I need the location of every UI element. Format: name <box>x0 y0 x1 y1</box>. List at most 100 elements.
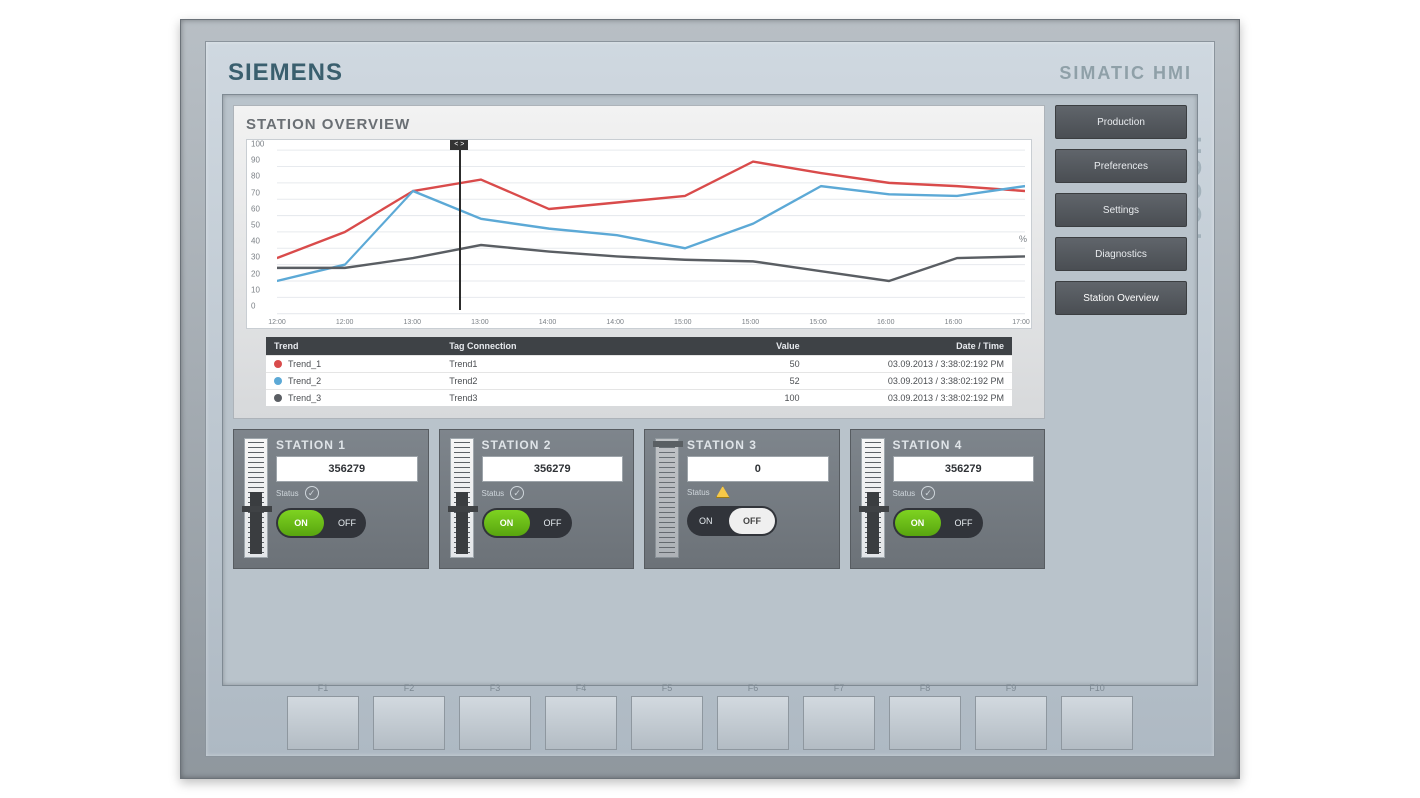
function-key-f1[interactable]: F1 <box>287 696 359 750</box>
table-cell: 03.09.2013 / 3:38:02:192 PM <box>800 376 1004 386</box>
table-cell: 100 <box>683 393 800 403</box>
panel-title: STATION OVERVIEW <box>246 116 1032 133</box>
y-tick: 50 <box>251 221 260 230</box>
table-header: Tag Connection <box>449 341 683 351</box>
station-value: 0 <box>687 456 829 482</box>
series-color-dot <box>274 377 282 385</box>
nav-button-settings[interactable]: Settings <box>1055 193 1187 227</box>
table-cell: 50 <box>683 359 800 369</box>
function-key-f9[interactable]: F9 <box>975 696 1047 750</box>
nav-button-diagnostics[interactable]: Diagnostics <box>1055 237 1187 271</box>
station-value: 356279 <box>276 456 418 482</box>
nav-button-preferences[interactable]: Preferences <box>1055 149 1187 183</box>
chart-cursor[interactable] <box>459 146 461 310</box>
series-color-dot <box>274 394 282 402</box>
table-cell: Trend3 <box>449 393 683 403</box>
station-panel-3: STATION 3 0 Status ON OFF OFF <box>644 429 840 569</box>
table-cell: Trend2 <box>449 376 683 386</box>
side-buttons: Production Preferences Settings Diagnostics… <box>1055 105 1187 675</box>
function-key-label: F4 <box>546 683 616 693</box>
function-key-f8[interactable]: F8 <box>889 696 961 750</box>
table-header: Date / Time <box>800 341 1004 351</box>
y-tick: 10 <box>251 285 260 294</box>
function-key-label: F1 <box>288 683 358 693</box>
station-gauge[interactable] <box>244 438 268 558</box>
table-row[interactable]: Trend_3Trend310003.09.2013 / 3:38:02:192… <box>266 389 1012 406</box>
y-tick: 40 <box>251 237 260 246</box>
product-label: SIMATIC HMI <box>1059 63 1192 84</box>
y-tick: 60 <box>251 204 260 213</box>
function-key-f2[interactable]: F2 <box>373 696 445 750</box>
y-tick: 30 <box>251 253 260 262</box>
x-tick: 13:00 <box>471 319 489 326</box>
brand-logo: SIEMENS <box>228 59 343 87</box>
device-bezel: SIEMENS SIMATIC HMI TOUCH STATION OVERVI… <box>205 41 1215 757</box>
function-key-label: F8 <box>890 683 960 693</box>
status-label: Status <box>276 489 299 498</box>
x-tick: 12:00 <box>336 319 354 326</box>
table-cell: Trend_1 <box>288 359 449 369</box>
status-label: Status <box>893 489 916 498</box>
function-key-label: F3 <box>460 683 530 693</box>
station-gauge[interactable] <box>861 438 885 558</box>
function-key-label: F10 <box>1062 683 1132 693</box>
trend-table: TrendTag ConnectionValueDate / Time Tren… <box>266 337 1012 406</box>
x-tick: 14:00 <box>606 319 624 326</box>
table-header: Value <box>683 341 800 351</box>
function-key-f7[interactable]: F7 <box>803 696 875 750</box>
device-frame: SIEMENS SIMATIC HMI TOUCH STATION OVERVI… <box>180 19 1240 779</box>
function-key-label: F2 <box>374 683 444 693</box>
function-keys-row: F1 F2 F3 F4 F5 F6 F7 F8 F9 F10 <box>222 686 1198 756</box>
station-panel-4: STATION 4 356279 Status ✓ ON OFF ON <box>850 429 1046 569</box>
nav-button-production[interactable]: Production <box>1055 105 1187 139</box>
table-cell: 03.09.2013 / 3:38:02:192 PM <box>800 393 1004 403</box>
function-key-f5[interactable]: F5 <box>631 696 703 750</box>
function-key-f4[interactable]: F4 <box>545 696 617 750</box>
table-row[interactable]: Trend_1Trend15003.09.2013 / 3:38:02:192 … <box>266 355 1012 372</box>
x-tick: 13:00 <box>404 319 422 326</box>
station-title: STATION 4 <box>893 438 963 452</box>
table-cell: Trend1 <box>449 359 683 369</box>
station-panel-1: STATION 1 356279 Status ✓ ON OFF ON <box>233 429 429 569</box>
check-icon: ✓ <box>921 486 935 500</box>
function-key-label: F5 <box>632 683 702 693</box>
station-title: STATION 1 <box>276 438 346 452</box>
x-tick: 15:00 <box>809 319 827 326</box>
station-toggle[interactable]: ON OFF ON <box>276 508 366 538</box>
y-tick: 80 <box>251 172 260 181</box>
function-key-f10[interactable]: F10 <box>1061 696 1133 750</box>
table-header: Trend <box>274 341 449 351</box>
table-row[interactable]: Trend_2Trend25203.09.2013 / 3:38:02:192 … <box>266 372 1012 389</box>
station-gauge[interactable] <box>450 438 474 558</box>
x-tick: 14:00 <box>539 319 557 326</box>
function-key-label: F6 <box>718 683 788 693</box>
function-key-label: F7 <box>804 683 874 693</box>
station-panel-2: STATION 2 356279 Status ✓ ON OFF ON <box>439 429 635 569</box>
x-tick: 15:00 <box>674 319 692 326</box>
nav-button-station-overview[interactable]: Station Overview <box>1055 281 1187 315</box>
series-color-dot <box>274 360 282 368</box>
station-gauge[interactable] <box>655 438 679 558</box>
station-toggle[interactable]: ON OFF ON <box>893 508 983 538</box>
brand-row: SIEMENS SIMATIC HMI <box>222 56 1198 94</box>
chart-unit: % <box>1019 234 1027 244</box>
station-title: STATION 3 <box>687 438 757 452</box>
function-key-f6[interactable]: F6 <box>717 696 789 750</box>
station-value: 356279 <box>482 456 624 482</box>
overview-panel: STATION OVERVIEW 01020304050607080901001… <box>233 105 1045 419</box>
table-cell: Trend_3 <box>288 393 449 403</box>
table-cell: Trend_2 <box>288 376 449 386</box>
function-key-label: F9 <box>976 683 1046 693</box>
status-label: Status <box>687 488 710 497</box>
station-title: STATION 2 <box>482 438 552 452</box>
station-toggle[interactable]: ON OFF ON <box>482 508 572 538</box>
trend-chart[interactable]: 010203040506070809010012:0012:0013:0013:… <box>246 139 1032 329</box>
table-cell: 52 <box>683 376 800 386</box>
x-tick: 15:00 <box>742 319 760 326</box>
function-key-f3[interactable]: F3 <box>459 696 531 750</box>
cursor-handle-icon[interactable]: < > <box>450 140 468 150</box>
status-label: Status <box>482 489 505 498</box>
x-tick: 17:00 <box>1012 319 1030 326</box>
station-toggle[interactable]: ON OFF OFF <box>687 506 777 536</box>
y-tick: 100 <box>251 140 264 149</box>
